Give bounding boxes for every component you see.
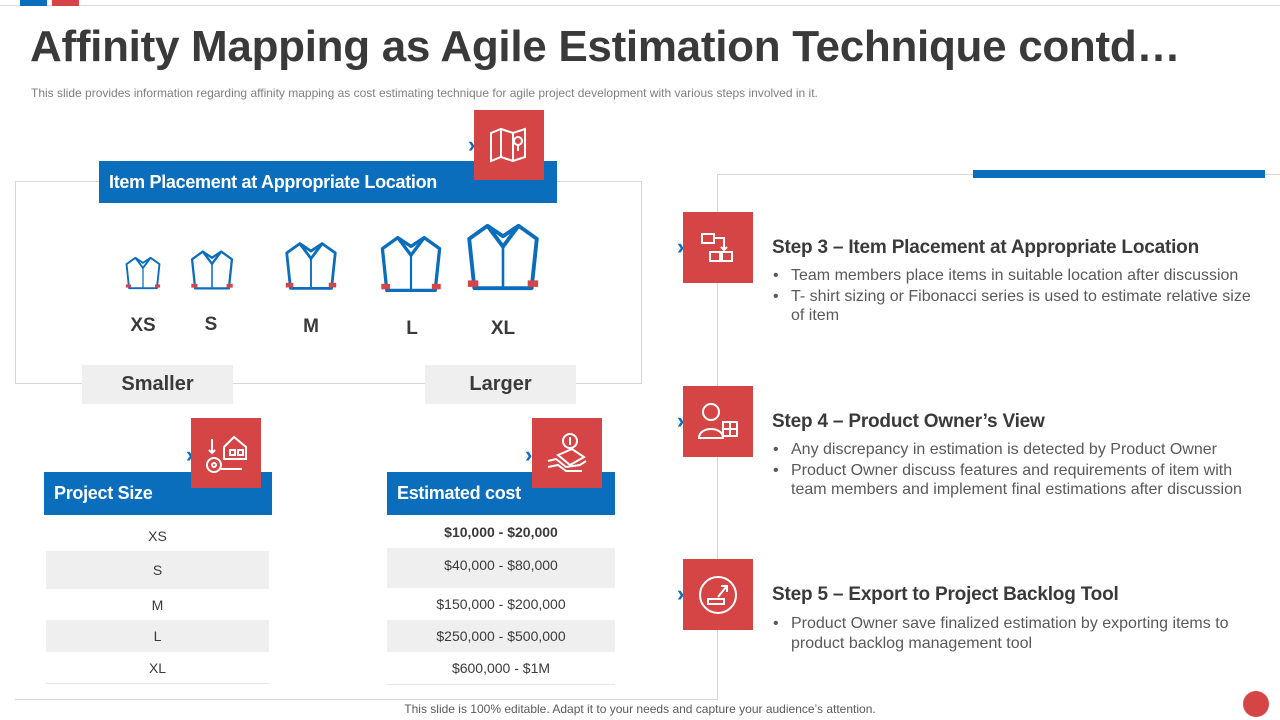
step-4-title: Step 4 – Product Owner’s View (772, 411, 1045, 432)
l-shirt-icon (380, 235, 442, 293)
cost-cell-xs: $10,000 - $20,000 (444, 523, 558, 540)
step-3-bullet: Team members place items in suitable loc… (772, 266, 1252, 286)
step-3-title: Step 3 – Item Placement at Appropriate L… (772, 237, 1199, 258)
placement-header: Item Placement at Appropriate Location (99, 161, 557, 203)
size-label-m: M (303, 316, 319, 337)
left-bottom-divider (15, 699, 718, 700)
size-cell-xs: XS (148, 528, 167, 544)
smaller-label: Smaller (82, 365, 233, 404)
chevron-right-icon: › (525, 442, 533, 467)
size-label-s: S (204, 314, 218, 335)
chevron-right-icon: › (677, 408, 685, 433)
house-measure-icon (191, 418, 261, 488)
xl-shirt-icon (467, 223, 539, 291)
footer-note: This slide is 100% editable. Adapt it to… (404, 702, 876, 716)
cost-cell-l: $250,000 - $500,000 (387, 620, 615, 652)
owner-icon (683, 386, 753, 457)
steps-accent-bar (973, 170, 1265, 178)
chevron-right-icon: › (468, 132, 476, 157)
size-cell-xl: XL (46, 652, 269, 684)
m-shirt-icon (285, 242, 337, 290)
step-3-bullet: T- shirt sizing or Fibonacci series is u… (772, 287, 1252, 326)
size-label-l: L (406, 318, 418, 339)
step-4-list: Any discrepancy in estimation is detecte… (772, 440, 1262, 501)
chevron-right-icon: › (677, 234, 685, 259)
slide-subtitle: This slide provides information regardin… (31, 86, 818, 100)
map-icon (474, 110, 544, 180)
chevron-right-icon: › (677, 581, 685, 606)
flowchart-icon (683, 212, 753, 283)
s-shirt-icon (190, 250, 234, 290)
step-3-list: Team members place items in suitable loc… (772, 266, 1252, 327)
size-cell-s: S (46, 551, 269, 589)
top-divider (0, 5, 1280, 6)
accent-bar-red (52, 0, 79, 6)
step-5-bullet: Product Owner save finalized estimation … (772, 614, 1252, 653)
step-5-title: Step 5 – Export to Project Backlog Tool (772, 584, 1119, 605)
decorative-dot (1243, 691, 1269, 717)
accent-bar-blue (20, 0, 47, 6)
cost-cell-s: $40,000 - $80,000 (387, 548, 615, 588)
money-hand-icon (532, 418, 602, 488)
size-cell-l: L (46, 620, 269, 652)
export-icon (683, 559, 753, 630)
chevron-right-icon: › (186, 442, 194, 467)
size-label-xl: XL (490, 318, 516, 339)
xs-shirt-icon (125, 256, 161, 290)
size-cell-m: M (151, 597, 164, 613)
cost-cell-xl: $600,000 - $1M (387, 652, 615, 685)
step-4-bullet: Any discrepancy in estimation is detecte… (772, 440, 1262, 460)
step-5-list: Product Owner save finalized estimation … (772, 614, 1252, 654)
step-4-bullet: Product Owner discuss features and requi… (772, 461, 1262, 500)
larger-label: Larger (425, 365, 576, 404)
size-label-xs: XS (130, 315, 156, 336)
cost-cell-m: $150,000 - $200,000 (436, 596, 566, 612)
slide-title: Affinity Mapping as Agile Estimation Tec… (30, 22, 1181, 71)
